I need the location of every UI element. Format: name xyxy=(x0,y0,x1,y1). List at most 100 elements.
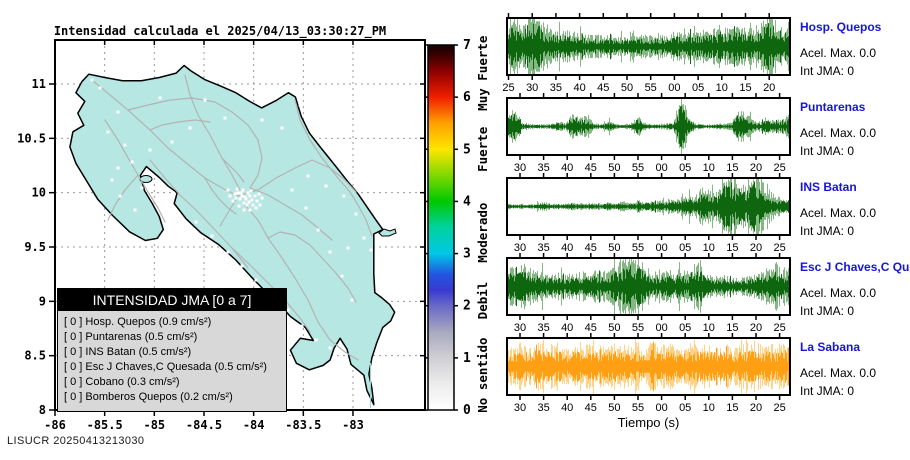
station-marker xyxy=(248,208,252,212)
station-accel-max: Acel. Max. 0.0 xyxy=(800,366,877,380)
waveform-tick-label: 15 xyxy=(726,242,738,254)
station-marker xyxy=(244,197,248,201)
road-line xyxy=(231,247,249,269)
map-x-tick-label: -84 xyxy=(243,418,265,432)
legend-station-item: [ 0 ] Puntarenas (0.5 cm/s²) xyxy=(64,331,198,344)
station-accel-max: Acel. Max. 0.0 xyxy=(800,286,877,300)
station-name-label: Hosp. Quepos xyxy=(800,20,882,34)
waveform-tick-label: 50 xyxy=(621,82,633,94)
map-x-tick-label: -86 xyxy=(44,418,66,432)
waveform-tick-label: 15 xyxy=(726,402,738,414)
colorbar-tick-label: 4 xyxy=(463,194,471,209)
road-line xyxy=(249,187,333,241)
waveform-tick-label: 45 xyxy=(585,402,597,414)
colorbar xyxy=(428,45,454,410)
waveform-tick-label: 45 xyxy=(597,82,609,94)
station-marker xyxy=(369,248,373,252)
waveform-tick-label: 55 xyxy=(645,82,657,94)
waveform-trace xyxy=(508,23,789,70)
map-x-tick-label: -83.5 xyxy=(285,418,321,432)
station-marker xyxy=(237,204,241,208)
station-marker xyxy=(158,198,162,202)
waveform-tick-label: 00 xyxy=(655,402,667,414)
waveform-tick-label: 20 xyxy=(763,82,775,94)
waveform-tick-label: 10 xyxy=(703,322,715,334)
station-accel-max: Acel. Max. 0.0 xyxy=(800,126,877,140)
road-line xyxy=(267,231,357,303)
station-marker xyxy=(116,110,120,114)
waveform-trace xyxy=(508,265,789,308)
waveform-tick-label: 20 xyxy=(750,242,762,254)
station-marker xyxy=(228,194,232,198)
map-y-tick-label: 8.5 xyxy=(24,349,46,363)
station-int-jma: Int JMA: 0 xyxy=(800,224,855,238)
station-marker xyxy=(240,194,244,198)
intensity-legend-title: INTENSIDAD JMA [0 a 7] xyxy=(58,289,286,311)
map-x-tick-label: -83 xyxy=(342,418,364,432)
road-line xyxy=(184,74,241,191)
waveform-tick-label: 40 xyxy=(573,82,585,94)
colorbar-tick-label: 5 xyxy=(463,142,471,157)
station-marker xyxy=(300,324,304,328)
waveform-tick-label: 25 xyxy=(773,402,785,414)
station-marker xyxy=(243,195,247,199)
road-line xyxy=(237,159,357,197)
station-marker xyxy=(233,192,237,196)
map-y-tick-label: 11 xyxy=(32,77,46,91)
station-marker xyxy=(346,246,350,250)
road-line xyxy=(244,204,359,361)
station-marker xyxy=(306,174,310,178)
station-accel-max: Acel. Max. 0.0 xyxy=(800,46,877,60)
station-marker xyxy=(235,187,239,191)
station-marker xyxy=(158,96,162,100)
station-marker xyxy=(260,196,264,200)
station-name-label: INS Batan xyxy=(800,180,857,194)
waveform-frame xyxy=(506,257,791,316)
station-marker xyxy=(340,274,344,278)
road-line xyxy=(91,79,239,197)
waveform-tick-label: 10 xyxy=(703,402,715,414)
station-marker xyxy=(226,250,230,254)
station-marker xyxy=(123,143,127,147)
waveform-trace xyxy=(508,181,789,232)
station-marker xyxy=(174,210,178,214)
colorbar-category-label: Fuerte xyxy=(475,126,490,172)
station-marker xyxy=(116,166,120,170)
station-marker xyxy=(223,116,227,120)
station-marker xyxy=(245,203,249,207)
station-name-label: Esc J Chaves,C Quesada xyxy=(800,260,910,274)
station-marker xyxy=(338,163,342,167)
waveform-tick-label: 45 xyxy=(585,162,597,174)
station-int-jma: Int JMA: 0 xyxy=(800,64,855,78)
station-marker xyxy=(210,234,214,238)
waveform-tick-label: 25 xyxy=(773,322,785,334)
colorbar-category-label: Debil xyxy=(475,282,490,320)
colorbar-tick-label: 0 xyxy=(463,403,471,418)
waveform-tick-label: 05 xyxy=(679,162,691,174)
waveform-tick-label: 15 xyxy=(739,82,751,94)
road-line xyxy=(294,99,373,237)
waveform-tick-label: 05 xyxy=(679,402,691,414)
station-marker xyxy=(238,197,242,201)
station-marker xyxy=(328,250,332,254)
waveform-tick-label: 40 xyxy=(561,242,573,254)
colorbar-tick-label: 6 xyxy=(463,90,471,105)
station-marker xyxy=(248,194,252,198)
station-marker xyxy=(342,194,346,198)
waveform-tick-label: 05 xyxy=(692,82,704,94)
waveform-tick-label: 00 xyxy=(655,322,667,334)
road-line xyxy=(127,97,263,189)
waveform-tick-label: 15 xyxy=(726,322,738,334)
station-marker xyxy=(98,86,102,90)
waveform-tick-label: 15 xyxy=(726,162,738,174)
waveform-frame xyxy=(506,337,791,396)
waveform-frame xyxy=(506,17,791,76)
colorbar-tick-label: 2 xyxy=(463,299,471,314)
road-line xyxy=(204,177,237,215)
legend-station-item: [ 0 ] Esc J Chaves,C Quesada (0.5 cm/s²) xyxy=(64,361,267,374)
station-int-jma: Int JMA: 0 xyxy=(800,304,855,318)
waveform-tick-label: 35 xyxy=(537,402,549,414)
station-marker xyxy=(255,199,259,203)
intensity-legend-body: [ 0 ] Hosp. Quepos (0.9 cm/s²) [ 0 ] Punt… xyxy=(58,311,286,411)
